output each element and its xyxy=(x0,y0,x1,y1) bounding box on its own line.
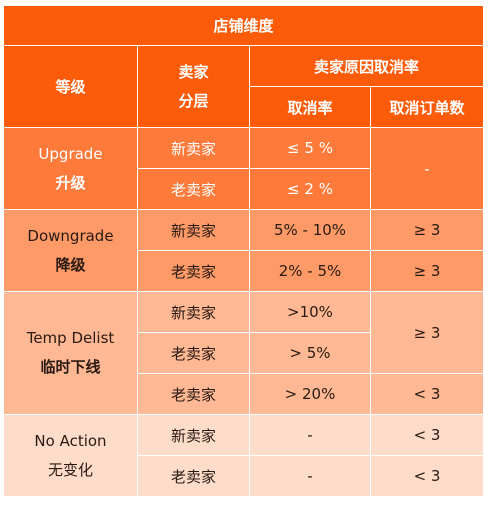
cancel-rate-cell: >10% xyxy=(249,291,371,333)
cancel-count-cell: < 3 xyxy=(369,455,485,497)
level-name-en: Temp Delist xyxy=(26,329,115,347)
table-row: Temp Delist 临时下线 新卖家 >10% ≥ 3 xyxy=(3,291,485,415)
cancel-rate-cell: ≤ 2 % xyxy=(249,168,371,210)
level-cell-temp-delist: Temp Delist 临时下线 xyxy=(3,291,138,415)
cancel-count-cell: < 3 xyxy=(369,414,485,456)
level-column-header: 等级 xyxy=(3,45,138,128)
seller-tier-cell: 新卖家 xyxy=(137,291,250,333)
cancel-count-cell: < 3 xyxy=(369,373,485,415)
cancel-count-cell: ≥ 3 xyxy=(369,209,485,251)
level-name-cn: 临时下线 xyxy=(40,358,101,376)
seller-tier-header-line2: 分层 xyxy=(178,91,209,110)
seller-tier-column-header: 卖家 分层 xyxy=(137,45,250,128)
table-title: 店铺维度 xyxy=(2,5,485,46)
level-cell-downgrade: Downgrade 降级 xyxy=(3,209,138,292)
cancel-rate-cell: > 20% xyxy=(249,373,371,415)
table-row: Downgrade 降级 新卖家 5% - 10% ≥ 3 xyxy=(3,209,485,292)
cancel-count-column-header: 取消订单数 xyxy=(369,86,485,128)
store-dimension-table: 店铺维度 等级 卖家 分层 卖家原因取消率 取消率 取消订单数 Upgrade … xyxy=(2,5,485,497)
cancel-rate-cell: > 5% xyxy=(249,332,371,374)
level-name-cn: 升级 xyxy=(55,173,86,192)
level-cell-upgrade: Upgrade 升级 xyxy=(3,127,138,210)
cancel-count-cell: - xyxy=(369,127,485,210)
seller-tier-cell: 新卖家 xyxy=(137,414,250,456)
cancel-count-cell: ≥ 3 xyxy=(369,291,485,374)
seller-cancel-group-header: 卖家原因取消率 xyxy=(248,45,485,87)
cancel-rate-cell: 5% - 10% xyxy=(249,209,371,251)
seller-tier-cell: 老卖家 xyxy=(137,455,250,497)
cancel-rate-cell: - xyxy=(249,455,371,497)
level-name-en: Downgrade xyxy=(27,226,114,245)
seller-tier-cell: 老卖家 xyxy=(137,168,250,210)
level-name-cn: 降级 xyxy=(55,255,86,274)
level-cell-no-action: No Action 无变化 xyxy=(3,414,138,497)
cancel-rate-cell: - xyxy=(249,414,371,456)
seller-tier-cell: 新卖家 xyxy=(137,127,250,169)
seller-tier-cell: 老卖家 xyxy=(137,332,250,374)
seller-tier-cell: 老卖家 xyxy=(137,373,250,415)
seller-tier-header-line1: 卖家 xyxy=(178,62,209,81)
level-name-en: No Action xyxy=(34,431,107,450)
seller-tier-cell: 老卖家 xyxy=(137,250,250,292)
seller-tier-cell: 新卖家 xyxy=(137,209,250,251)
table-row: Upgrade 升级 新卖家 ≤ 5 % - xyxy=(3,127,485,210)
cancel-rate-cell: 2% - 5% xyxy=(249,250,371,292)
level-name-cn: 无变化 xyxy=(47,460,93,479)
table-row: No Action 无变化 新卖家 - < 3 xyxy=(3,414,485,497)
level-name-en: Upgrade xyxy=(38,144,103,163)
cancel-rate-column-header: 取消率 xyxy=(249,86,371,128)
cancel-rate-cell: ≤ 5 % xyxy=(249,127,371,169)
cancel-count-cell: ≥ 3 xyxy=(369,250,485,292)
